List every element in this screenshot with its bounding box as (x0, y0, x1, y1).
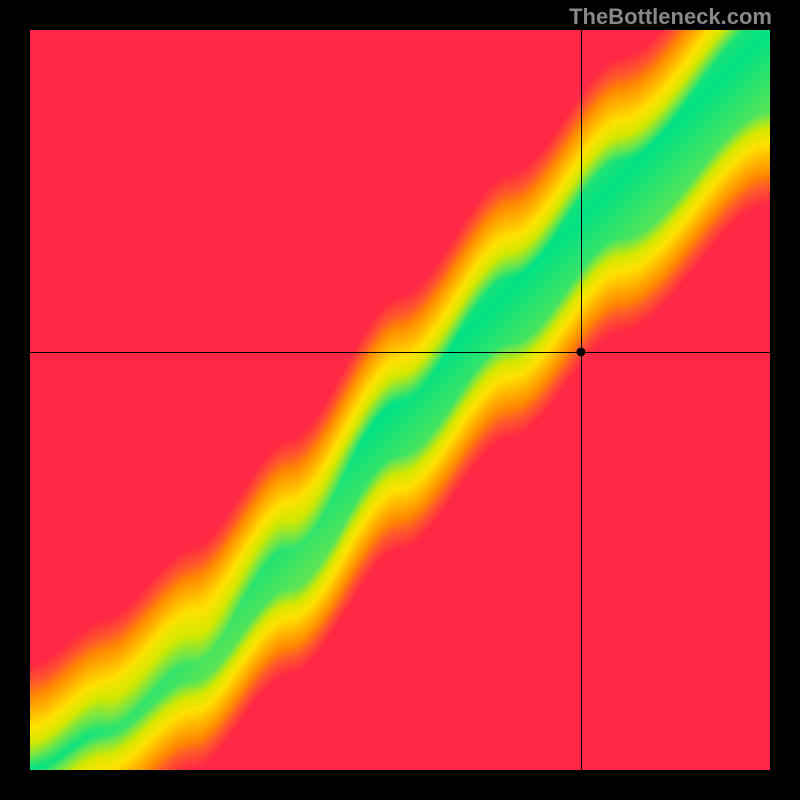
heatmap-canvas (30, 30, 770, 770)
crosshair-vertical (581, 30, 582, 770)
crosshair-marker (577, 347, 586, 356)
crosshair-horizontal (30, 352, 770, 353)
chart-container: TheBottleneck.com (0, 0, 800, 800)
watermark-text: TheBottleneck.com (569, 4, 772, 30)
plot-area (30, 30, 770, 770)
